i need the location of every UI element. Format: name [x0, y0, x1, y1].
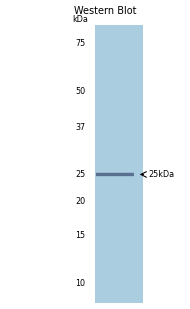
FancyBboxPatch shape	[96, 173, 134, 176]
Text: 75: 75	[75, 39, 86, 48]
Text: kDa: kDa	[72, 15, 88, 23]
Text: 15: 15	[75, 231, 86, 240]
Bar	[95, 25, 142, 303]
Text: 37: 37	[75, 123, 86, 132]
Text: 50: 50	[75, 87, 86, 96]
Text: Western Blot: Western Blot	[74, 6, 137, 15]
Text: 25kDa: 25kDa	[148, 170, 174, 179]
Text: 20: 20	[75, 197, 86, 205]
Text: 25: 25	[75, 170, 86, 179]
Text: 10: 10	[75, 279, 86, 288]
